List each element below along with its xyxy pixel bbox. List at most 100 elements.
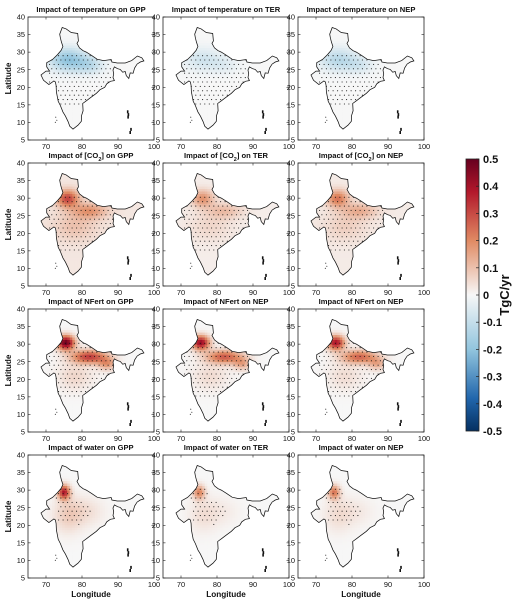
island-mark — [262, 553, 264, 557]
island-mark — [55, 408, 57, 410]
y-tick-label: 30 — [17, 194, 25, 203]
colorbar-tick-label: 0.5 — [483, 154, 498, 166]
island-mark — [127, 553, 129, 557]
y-tick-label: 30 — [17, 486, 25, 495]
y-tick-label: 10 — [287, 410, 295, 419]
y-tick-label: 5 — [291, 574, 295, 583]
island-mark — [126, 402, 129, 406]
island-mark — [127, 261, 129, 265]
y-tick-label: 30 — [287, 340, 295, 349]
y-tick-label: 25 — [17, 503, 25, 512]
y-tick-label: 10 — [287, 264, 295, 273]
x-tick-label: 80 — [348, 288, 356, 297]
significance-stipple — [319, 342, 384, 397]
panel-title: Impact of [CO2] on NEP — [319, 151, 404, 163]
axes-frame — [27, 162, 155, 287]
y-tick-label: 35 — [152, 176, 160, 185]
y-tick-label: 40 — [287, 305, 295, 314]
y-tick-label: 20 — [287, 83, 295, 92]
x-tick-label: 90 — [249, 434, 257, 443]
x-tick-label: 100 — [148, 288, 160, 297]
island-mark — [127, 113, 130, 117]
country-outline — [175, 319, 280, 422]
map-panel: Impact of temperature on TER 5 10 15 20 25 30 3… — [152, 5, 295, 151]
heatmap-field — [311, 27, 414, 130]
significance-stipple — [55, 488, 91, 525]
island-mark — [129, 131, 131, 134]
y-tick-label: 35 — [17, 30, 25, 39]
x-tick-label: 90 — [249, 288, 257, 297]
y-tick-label: 25 — [152, 503, 160, 512]
island-mark — [126, 110, 129, 114]
panel-title: Impact of temperature on NEP — [307, 5, 416, 14]
significance-stipple — [319, 196, 384, 251]
colorbar: 0.5 0.4 0.3 0.2 0.1 0 -0.1 -0.2 -0.3 -0.4 -0.5 TgC… — [465, 154, 512, 438]
y-tick-label: 25 — [287, 65, 295, 74]
x-tick-label: 80 — [78, 142, 86, 151]
x-tick-label: 70 — [312, 434, 320, 443]
y-tick-label: 10 — [152, 118, 160, 127]
y-tick-label: 10 — [17, 410, 25, 419]
colorbar-tick-label: 0.3 — [483, 208, 498, 220]
heatmap-field — [311, 465, 414, 568]
y-tick-label: 40 — [152, 451, 160, 460]
x-tick-label: 90 — [384, 434, 392, 443]
x-tick-label: 90 — [114, 580, 122, 589]
y-tick-label: 15 — [152, 392, 160, 401]
x-tick-label: 80 — [348, 434, 356, 443]
y-tick-label: 40 — [287, 159, 295, 168]
significance-stipple — [190, 488, 226, 525]
island-mark — [55, 262, 57, 264]
x-tick-label: 80 — [78, 288, 86, 297]
island-mark — [396, 256, 399, 260]
x-tick-label: 90 — [384, 142, 392, 151]
island-mark — [396, 110, 399, 114]
map-panel: Impact of [CO2] on TER 5 10 15 20 25 30 35 40 70 8… — [152, 151, 295, 297]
y-tick-label: 30 — [287, 194, 295, 203]
island-mark — [326, 557, 328, 559]
x-tick-label: 90 — [384, 580, 392, 589]
axes-frame — [27, 16, 155, 141]
significance-stipple — [325, 488, 361, 525]
y-tick-label: 15 — [287, 100, 295, 109]
axes-frame — [297, 454, 425, 579]
y-tick-label: 15 — [17, 392, 25, 401]
y-tick-label: 40 — [17, 13, 25, 22]
heatmap-field — [41, 465, 144, 568]
x-tick-label: 70 — [42, 142, 50, 151]
y-tick-label: 25 — [287, 503, 295, 512]
island-mark — [261, 402, 264, 406]
axes-frame — [27, 454, 155, 579]
island-mark — [400, 419, 402, 423]
island-mark — [56, 265, 58, 267]
map-panel: Impact of [CO2] on GPP 5 10 15 20 25 30 35 40 70 8… — [17, 151, 160, 297]
island-mark — [262, 551, 265, 555]
island-mark — [400, 273, 402, 277]
significance-stipple — [49, 55, 111, 105]
y-tick-label: 20 — [287, 521, 295, 530]
x-tick-label: 100 — [418, 434, 430, 443]
axes-frame — [297, 162, 425, 287]
x-tick-label: 100 — [418, 288, 430, 297]
y-axis-label: Latitude — [4, 62, 13, 94]
island-mark — [324, 267, 326, 269]
y-tick-label: 30 — [152, 340, 160, 349]
y-tick-label: 10 — [17, 264, 25, 273]
y-tick-label: 10 — [17, 556, 25, 565]
y-tick-label: 40 — [17, 451, 25, 460]
y-tick-label: 5 — [291, 136, 295, 145]
significance-stipple — [319, 55, 381, 105]
heatmap-field — [176, 27, 279, 130]
y-tick-label: 35 — [152, 468, 160, 477]
y-tick-label: 10 — [152, 410, 160, 419]
country-outline — [40, 173, 145, 276]
island-mark — [54, 559, 57, 562]
island-mark — [399, 277, 401, 280]
y-tick-label: 30 — [287, 48, 295, 57]
x-tick-label: 80 — [213, 434, 221, 443]
island-mark — [264, 277, 266, 280]
y-tick-label: 35 — [17, 176, 25, 185]
x-tick-label: 90 — [114, 434, 122, 443]
heatmap-field — [176, 173, 279, 276]
country-outline — [175, 465, 280, 568]
